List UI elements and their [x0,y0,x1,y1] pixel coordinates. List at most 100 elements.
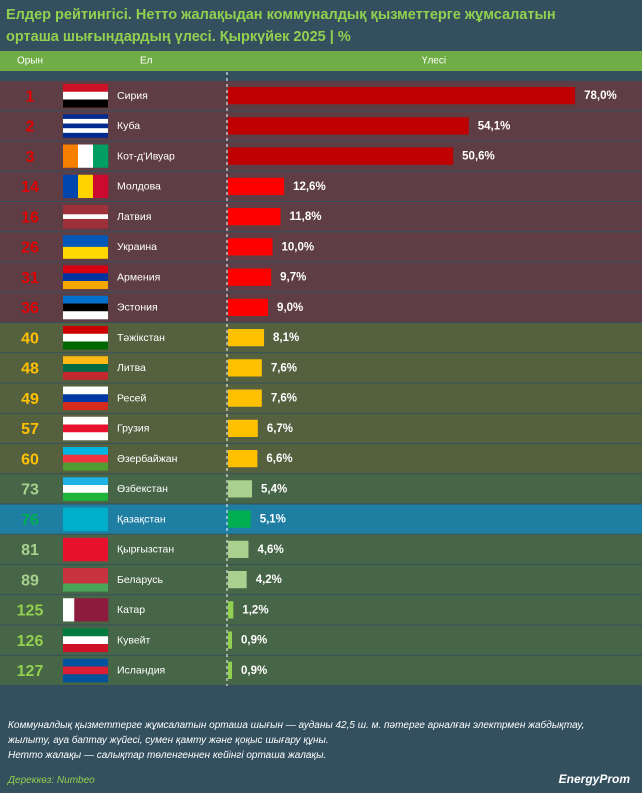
flag-part [63,281,108,290]
flag-part [63,235,108,248]
flag-part [63,598,75,622]
bar [228,631,233,649]
flag-part [63,402,108,411]
flag-part [63,371,108,380]
country: Украина [117,241,157,253]
value-label: 7,6% [271,362,297,374]
title-block: Елдер рейтингісі. Нетто жалақыдан коммун… [6,7,556,45]
value-label: 8,1% [273,332,299,344]
bar [228,208,281,226]
country: Тәжікстан [117,332,165,344]
country: Молдова [117,181,161,193]
flag-part [85,598,98,622]
flag-part [93,144,109,168]
flag-part [63,128,108,134]
value-label: 6,7% [267,423,293,435]
flag-part [63,223,108,229]
notes: Коммуналдық қызметтерге жұмсалатын орташ… [8,718,628,763]
flag-part [63,214,108,220]
flag-part [63,265,108,274]
bar [228,571,247,589]
brand: EnergyProm [558,772,630,786]
country: Кувейт [117,634,151,646]
flag-part [63,326,108,335]
country: Қазақстан [117,513,166,525]
flag-part [63,218,108,224]
bar [228,87,576,105]
rank: 40 [21,330,39,347]
rank: 73 [21,482,39,499]
flag-part [63,394,108,403]
country: Эстония [117,302,158,314]
country: Сирия [117,90,148,102]
flag-part [63,123,108,129]
flag-part [63,386,108,395]
country: Куба [117,120,140,132]
country: Ресей [117,392,146,404]
column-header: Орын [17,56,43,67]
flag-part [63,273,108,282]
flag-part [63,575,108,584]
flag-part [63,356,108,365]
flag-part [63,492,108,501]
chart-title: Елдер рейтингісі. Нетто жалақыдан коммун… [6,7,556,45]
country: Кот-д'Ивуар [117,150,175,162]
flag-part [63,628,108,637]
value-label: 5,4% [261,483,287,495]
rank: 49 [21,391,39,408]
bar [228,359,262,377]
bar [228,661,233,679]
flag-part [96,598,109,622]
value-label: 54,1% [478,120,511,132]
country: Исландия [117,665,165,677]
flag-part [63,447,108,456]
value-label: 6,6% [266,453,292,465]
bar [228,601,234,619]
bar [228,389,262,407]
note: Нетто жалақы — салықтар төленгеннен кейі… [8,750,327,761]
flag-part [93,174,109,198]
chart: Орын Ел Үлесі 1 Сирия 78,0% 2 Куба 54,1% 3 Кот-д'И… [0,51,642,686]
value-label: 4,6% [257,544,283,556]
flag-part [63,118,108,124]
flag-part [63,91,108,100]
rank: 89 [21,572,39,589]
rank: 36 [21,300,39,317]
flag-part [63,99,108,108]
column-header: Ел [140,56,153,67]
flag-part [63,537,108,562]
value-label: 10,0% [282,241,315,253]
rank: 2 [26,119,35,136]
value-label: 4,2% [256,574,282,586]
value-label: 50,6% [462,151,495,163]
rank: 48 [21,361,39,378]
bar [228,117,469,135]
note: Коммуналдық қызметтерге жұмсалатын орташ… [8,720,585,746]
bar [228,450,258,468]
value-label: 11,8% [290,211,322,223]
value-label: 9,7% [280,272,306,284]
flag-part [63,84,108,93]
flag-part [63,658,108,667]
flag-part [63,477,108,486]
flag-part [63,644,108,653]
flag-part [63,209,108,215]
bar [228,147,454,165]
unit: % [337,29,351,45]
value-label: 9,0% [277,302,303,314]
country: Армения [117,271,160,283]
flag-part [63,341,108,350]
country: Қырғызстан [117,544,174,556]
rank: 26 [21,240,39,257]
rank: 76 [21,512,39,529]
country: Латвия [117,211,151,223]
flag-part [63,432,108,441]
bar [228,298,269,316]
rank: 127 [17,663,44,680]
flag-part [63,507,108,532]
country: Беларусь [117,574,163,586]
value-label: 0,9% [241,665,267,677]
rank: 81 [21,542,39,559]
country: Грузия [117,423,149,435]
flag-part [63,416,108,425]
